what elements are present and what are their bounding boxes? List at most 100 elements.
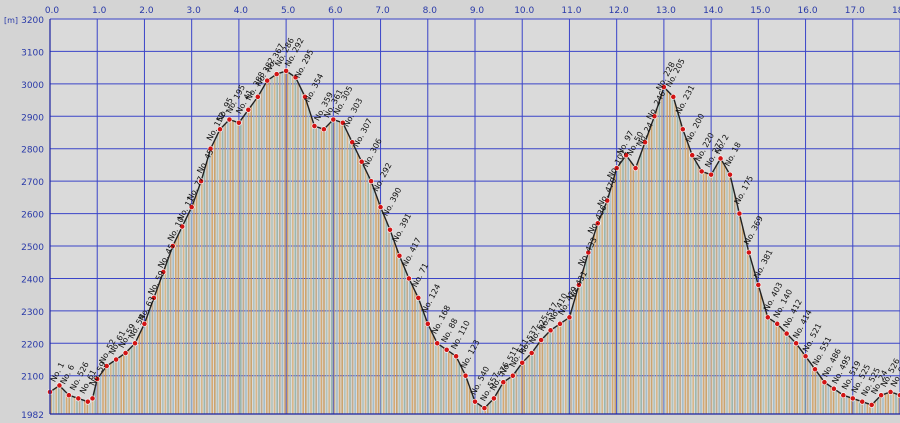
point-marker xyxy=(679,126,686,133)
point-marker xyxy=(462,372,469,379)
point-marker xyxy=(339,119,346,126)
point-marker xyxy=(528,350,535,356)
y-tick-label: 2700 xyxy=(21,178,44,188)
point-marker xyxy=(472,398,478,405)
point-marker xyxy=(802,353,809,360)
point-marker xyxy=(632,165,639,172)
point-marker xyxy=(320,126,327,133)
point-marker xyxy=(273,71,280,78)
point-marker xyxy=(566,314,573,321)
point-marker xyxy=(500,379,507,386)
x-tick-label: 16.0 xyxy=(798,6,818,16)
point-marker xyxy=(793,340,800,347)
x-tick-label: 4.0 xyxy=(234,6,249,16)
point-marker xyxy=(698,168,705,175)
point-marker xyxy=(311,123,318,129)
x-tick-label: 17.0 xyxy=(845,6,865,16)
y-tick-label: 2500 xyxy=(21,243,44,253)
point-marker xyxy=(727,171,733,178)
point-marker xyxy=(623,152,630,159)
y-tick-label: 2600 xyxy=(21,211,44,221)
point-marker xyxy=(453,353,460,360)
point-marker xyxy=(547,327,554,334)
y-tick-label: 2300 xyxy=(21,308,44,318)
point-marker xyxy=(717,155,724,162)
point-marker xyxy=(849,395,856,402)
point-marker xyxy=(812,366,818,373)
point-marker xyxy=(878,392,885,399)
point-marker xyxy=(443,346,450,353)
point-marker xyxy=(169,243,176,249)
x-tick-label: 9.0 xyxy=(470,6,485,16)
point-marker xyxy=(89,395,96,402)
point-marker xyxy=(755,282,762,288)
point-marker xyxy=(207,145,214,152)
point-label: No. 6 xyxy=(889,366,900,389)
point-marker xyxy=(396,252,403,259)
point-marker xyxy=(708,171,715,178)
point-marker xyxy=(424,320,431,327)
y-tick-label: 3100 xyxy=(21,48,44,58)
profile-line xyxy=(49,70,900,410)
x-tick-label: 7.0 xyxy=(375,6,390,16)
x-tick-label: 3.0 xyxy=(187,6,202,16)
point-marker xyxy=(377,204,384,210)
point-marker xyxy=(557,320,563,327)
point-marker xyxy=(330,116,337,123)
y-unit-label: [m] xyxy=(4,16,18,25)
y-tick-label: 3000 xyxy=(21,81,44,91)
point-marker xyxy=(84,398,91,405)
x-tick-label: 15.0 xyxy=(750,6,770,16)
point-marker xyxy=(302,93,308,100)
y-tick-label: 2800 xyxy=(21,146,44,156)
point-marker xyxy=(519,359,526,366)
x-tick-label: 10.0 xyxy=(514,6,534,16)
point-marker xyxy=(217,126,223,133)
point-marker xyxy=(94,376,101,382)
point-marker xyxy=(660,84,667,91)
point-marker xyxy=(613,165,620,172)
y-tick-label: 2900 xyxy=(21,113,44,123)
point-marker xyxy=(122,350,129,356)
point-marker xyxy=(405,275,412,282)
point-marker xyxy=(141,320,148,327)
x-tick-label: 12.0 xyxy=(609,6,629,16)
point-marker xyxy=(774,320,781,327)
point-marker xyxy=(292,74,299,81)
point-marker xyxy=(830,385,837,392)
point-marker xyxy=(56,382,63,389)
point-marker xyxy=(75,395,82,402)
point-marker xyxy=(188,204,195,210)
x-tick-label: 14.0 xyxy=(703,6,723,16)
point-marker xyxy=(840,392,847,399)
point-marker xyxy=(245,106,252,113)
point-marker xyxy=(642,139,648,146)
point-marker xyxy=(179,223,186,230)
point-marker xyxy=(103,363,110,369)
point-marker xyxy=(481,405,488,412)
point-marker xyxy=(670,93,677,100)
point-marker xyxy=(415,294,422,301)
y-tick-label: 2100 xyxy=(21,373,44,383)
point-marker xyxy=(651,113,658,120)
point-marker xyxy=(859,398,866,405)
point-marker xyxy=(490,395,497,402)
x-tick-label: 18.0 xyxy=(892,6,900,16)
point-marker xyxy=(821,379,828,386)
point-marker xyxy=(358,158,365,165)
point-marker xyxy=(65,392,72,399)
x-tick-label: 6.0 xyxy=(328,6,343,16)
x-tick-label: 13.0 xyxy=(656,6,676,16)
point-marker xyxy=(585,249,592,256)
y-tick-label: 2400 xyxy=(21,275,44,285)
x-tick-label: 8.0 xyxy=(423,6,438,16)
y-tick-label: 1982 xyxy=(21,411,44,419)
x-tick-label: 11.0 xyxy=(561,6,581,16)
point-marker xyxy=(538,337,545,343)
point-marker xyxy=(150,294,157,301)
point-marker xyxy=(434,340,441,347)
point-marker xyxy=(132,340,138,347)
point-marker xyxy=(198,178,205,185)
